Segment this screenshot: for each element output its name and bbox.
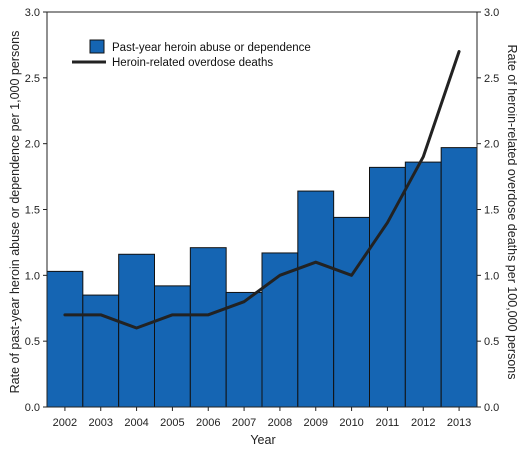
bar-2011: [369, 166, 406, 408]
x-tick-labels: 2002 2003 2004 2005 2006 2007 2008 2009 2010 2011…: [53, 407, 471, 429]
y-axis-title: Rate of past-year heroin abuse or depend…: [8, 31, 22, 394]
x-tick-label: 2011: [376, 417, 400, 429]
y2-tick-label: 0.5: [484, 336, 499, 348]
y2-tick-label: 0.0: [484, 402, 499, 414]
y-tick-label: 2.5: [25, 73, 40, 85]
bar-2010: [333, 216, 371, 408]
bar-2005: [154, 285, 191, 408]
y2-tick-label: 3.0: [484, 7, 499, 19]
x-tick-label: 2007: [232, 417, 256, 429]
overdose-deaths-line: [63, 50, 461, 330]
x-tick-label: 2012: [411, 417, 435, 429]
y-tick-label: 0.5: [25, 336, 40, 348]
y-right-tick-labels: 0.0 0.5 1.0 1.5 2.0 2.5 3.0: [477, 7, 499, 414]
y-tick-label: 1.5: [25, 205, 40, 217]
legend-label-line: Heroin-related overdose deaths: [112, 57, 273, 69]
bar-2004: [118, 253, 155, 408]
x-tick-label: 2003: [89, 417, 113, 429]
bar-2006: [189, 247, 227, 408]
x-tick-label: 2005: [160, 417, 184, 429]
legend-bar-swatch: [89, 39, 105, 54]
x-tick-label: 2013: [447, 417, 471, 429]
y2-tick-label: 1.0: [484, 270, 499, 282]
y-tick-label: 1.0: [25, 270, 40, 282]
bar-2008: [261, 252, 299, 408]
y-tick-label: 3.0: [25, 7, 40, 19]
bars-group: [46, 147, 478, 408]
y2-tick-label: 1.5: [484, 205, 499, 217]
bar-2012: [404, 161, 442, 408]
x-tick-label: 2009: [304, 417, 328, 429]
y-left-tick-labels: 0.0 0.5 1.0 1.5 2.0 2.5 3.0: [25, 7, 47, 414]
legend: Past-year heroin abuse or dependence Her…: [72, 39, 311, 69]
bar-2009: [297, 190, 335, 408]
y-tick-label: 0.0: [25, 402, 40, 414]
y-tick-label: 2.0: [25, 139, 40, 151]
bar-2007: [225, 291, 263, 408]
x-tick-label: 2002: [53, 417, 77, 429]
x-tick-label: 2010: [339, 417, 363, 429]
bar-2003: [82, 294, 120, 408]
y2-tick-label: 2.5: [484, 73, 499, 85]
x-axis-title: Year: [250, 433, 275, 447]
bar-2013: [440, 147, 478, 408]
x-tick-label: 2004: [124, 417, 148, 429]
y2-tick-label: 2.0: [484, 139, 499, 151]
y2-axis-title: Rate of heroin-related overdose deaths p…: [505, 45, 517, 380]
x-tick-label: 2008: [268, 417, 292, 429]
bar-2002: [46, 270, 84, 408]
line-series-group: [63, 50, 461, 330]
x-tick-label: 2006: [196, 417, 220, 429]
legend-label-bars: Past-year heroin abuse or dependence: [112, 42, 311, 54]
